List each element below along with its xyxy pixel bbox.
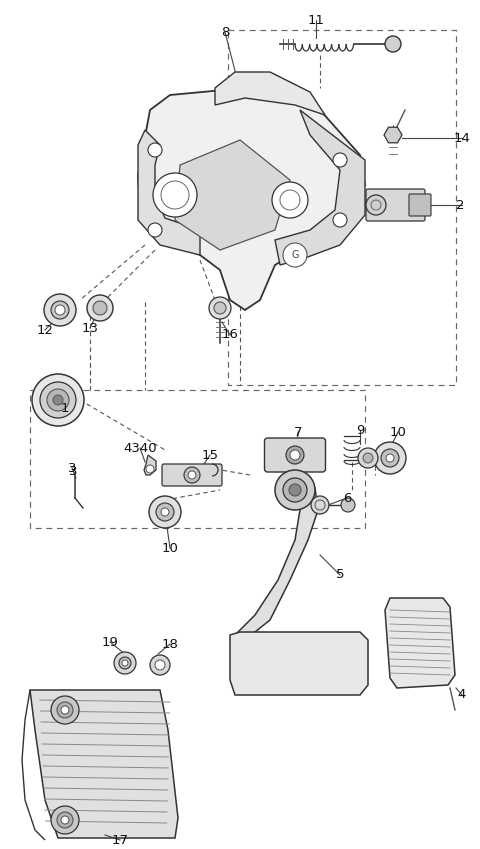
Circle shape (114, 652, 136, 674)
FancyBboxPatch shape (162, 464, 222, 486)
Circle shape (283, 478, 307, 502)
Circle shape (275, 470, 315, 510)
Circle shape (333, 153, 347, 167)
Circle shape (57, 702, 73, 718)
Polygon shape (144, 455, 156, 475)
Text: 2: 2 (456, 199, 464, 211)
Circle shape (148, 143, 162, 157)
Circle shape (156, 503, 174, 521)
Circle shape (47, 389, 69, 411)
Polygon shape (138, 130, 200, 255)
Text: 5: 5 (336, 569, 344, 582)
Polygon shape (175, 140, 290, 250)
FancyBboxPatch shape (366, 189, 425, 221)
Circle shape (214, 302, 226, 314)
Circle shape (184, 467, 200, 483)
Circle shape (44, 294, 76, 326)
Circle shape (283, 243, 307, 267)
Circle shape (61, 706, 69, 714)
Text: G: G (291, 250, 299, 260)
Text: 16: 16 (222, 329, 239, 341)
Circle shape (61, 816, 69, 824)
Polygon shape (230, 632, 368, 695)
Circle shape (40, 382, 76, 418)
Circle shape (272, 182, 308, 218)
Circle shape (385, 36, 401, 52)
Text: 4340: 4340 (123, 441, 157, 454)
Circle shape (155, 660, 165, 670)
Circle shape (381, 449, 399, 467)
Polygon shape (138, 88, 365, 310)
Circle shape (374, 442, 406, 474)
Text: 6: 6 (343, 492, 351, 504)
Text: 10: 10 (390, 425, 407, 438)
Polygon shape (384, 127, 402, 143)
Text: 19: 19 (102, 636, 119, 649)
Circle shape (286, 446, 304, 464)
Polygon shape (215, 72, 325, 115)
Circle shape (311, 496, 329, 514)
Circle shape (93, 301, 107, 315)
Circle shape (341, 498, 355, 512)
Circle shape (358, 448, 378, 468)
Circle shape (363, 453, 373, 463)
Circle shape (53, 395, 63, 405)
Circle shape (209, 297, 231, 319)
Text: 12: 12 (36, 323, 53, 336)
Circle shape (153, 173, 197, 217)
Circle shape (57, 812, 73, 828)
Polygon shape (235, 480, 318, 640)
Circle shape (161, 508, 169, 516)
Text: 14: 14 (454, 132, 470, 144)
Circle shape (290, 450, 300, 460)
Polygon shape (275, 110, 365, 265)
Polygon shape (385, 598, 455, 688)
Text: 13: 13 (82, 322, 98, 335)
Circle shape (122, 660, 128, 666)
Circle shape (148, 223, 162, 237)
Circle shape (386, 454, 394, 462)
Circle shape (119, 657, 131, 669)
Text: 3: 3 (69, 464, 77, 477)
Text: 15: 15 (202, 448, 218, 462)
Text: 10: 10 (162, 542, 179, 554)
Circle shape (87, 295, 113, 321)
Text: 3: 3 (68, 462, 76, 475)
Text: 8: 8 (221, 25, 229, 38)
Text: 9: 9 (356, 424, 364, 436)
Text: 11: 11 (308, 14, 324, 26)
Text: 1: 1 (61, 402, 69, 414)
Circle shape (150, 655, 170, 675)
Circle shape (51, 806, 79, 834)
FancyBboxPatch shape (264, 438, 325, 472)
Text: 18: 18 (162, 638, 179, 650)
Circle shape (55, 305, 65, 315)
Circle shape (188, 471, 196, 479)
Circle shape (333, 213, 347, 227)
Circle shape (51, 696, 79, 724)
Circle shape (366, 195, 386, 215)
Polygon shape (30, 690, 178, 838)
Text: 4: 4 (458, 689, 466, 701)
Circle shape (32, 374, 84, 426)
Text: 17: 17 (111, 834, 129, 846)
Text: 7: 7 (294, 425, 302, 438)
Circle shape (289, 484, 301, 496)
Circle shape (149, 496, 181, 528)
Circle shape (51, 301, 69, 319)
Circle shape (146, 465, 154, 473)
FancyBboxPatch shape (409, 194, 431, 216)
